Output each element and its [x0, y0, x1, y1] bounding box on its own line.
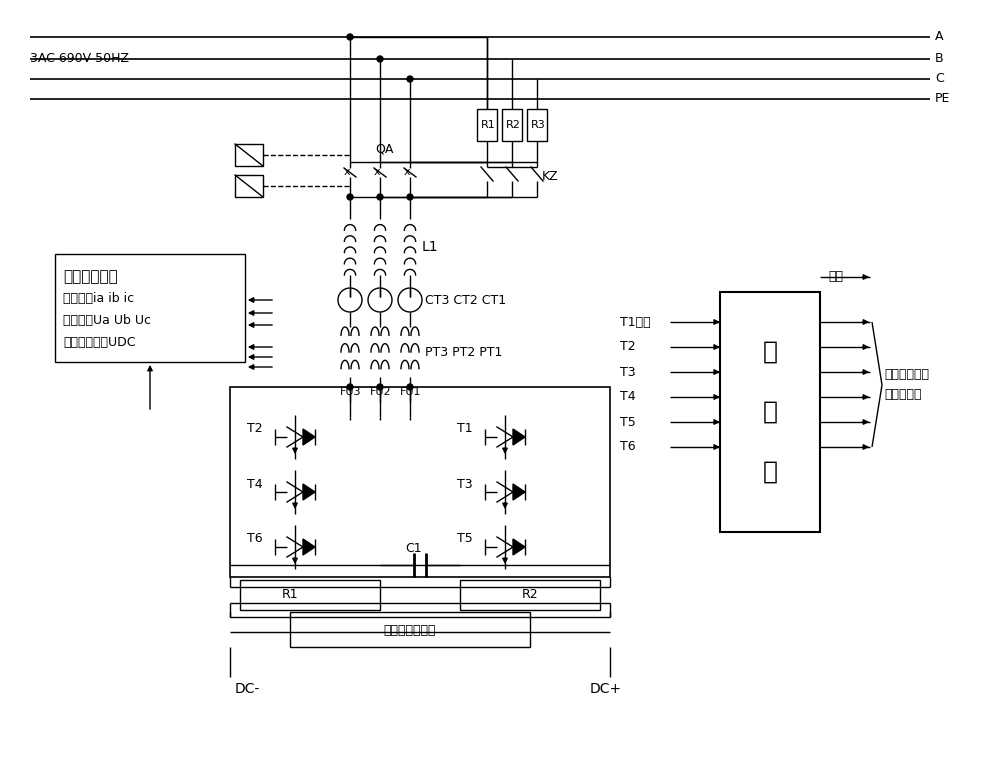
Text: R1: R1 — [282, 588, 298, 601]
Polygon shape — [513, 539, 525, 555]
Text: DC-: DC- — [235, 682, 260, 696]
Text: T5: T5 — [457, 532, 473, 545]
Circle shape — [407, 76, 413, 82]
Bar — [290, 612, 530, 647]
Circle shape — [407, 384, 413, 390]
Text: 3AC 690V 50HZ: 3AC 690V 50HZ — [30, 53, 129, 65]
Circle shape — [377, 194, 383, 200]
Text: T5: T5 — [620, 416, 636, 428]
Text: R2: R2 — [522, 588, 538, 601]
Text: x: x — [344, 167, 350, 177]
Text: T3: T3 — [620, 365, 636, 378]
Bar — [527, 109, 547, 141]
Circle shape — [347, 384, 353, 390]
Polygon shape — [303, 539, 315, 555]
Circle shape — [347, 194, 353, 200]
Text: T1: T1 — [457, 423, 473, 435]
Text: 进线电压Ua Ub Uc: 进线电压Ua Ub Uc — [63, 314, 151, 327]
Text: PE: PE — [935, 92, 950, 106]
Bar — [720, 292, 820, 532]
Text: T1光纤: T1光纤 — [620, 315, 651, 329]
Text: T4: T4 — [620, 391, 636, 403]
Text: T6: T6 — [620, 441, 636, 454]
Text: 直流电压互感器: 直流电压互感器 — [384, 623, 436, 636]
Text: T3: T3 — [457, 478, 473, 490]
Circle shape — [407, 194, 413, 200]
Text: x: x — [374, 167, 380, 177]
Polygon shape — [513, 429, 525, 445]
Bar — [400, 402, 420, 420]
Text: PT3 PT2 PT1: PT3 PT2 PT1 — [425, 346, 502, 358]
Text: 信号采集检测: 信号采集检测 — [63, 269, 118, 284]
Bar — [502, 109, 522, 141]
Text: T6: T6 — [247, 532, 263, 545]
Text: R1: R1 — [481, 120, 496, 130]
Polygon shape — [303, 429, 315, 445]
Text: B: B — [935, 53, 944, 65]
Circle shape — [377, 384, 383, 390]
Text: T4: T4 — [247, 478, 263, 490]
Text: KZ: KZ — [542, 170, 559, 183]
Text: CT3 CT2 CT1: CT3 CT2 CT1 — [425, 294, 506, 306]
Text: 的触发脉冲: 的触发脉冲 — [884, 388, 922, 402]
Text: 进线电流ia ib ic: 进线电流ia ib ic — [63, 292, 134, 305]
Text: FU3: FU3 — [340, 387, 362, 397]
Text: FU2: FU2 — [370, 387, 392, 397]
Text: 板: 板 — [763, 460, 778, 484]
Text: 驱: 驱 — [763, 340, 778, 364]
Text: C1: C1 — [405, 542, 422, 556]
Text: C: C — [935, 72, 944, 85]
Circle shape — [347, 34, 353, 40]
Text: R2: R2 — [506, 120, 521, 130]
Text: 来自控制系统: 来自控制系统 — [884, 368, 929, 382]
Text: 动: 动 — [763, 400, 778, 424]
Bar — [235, 144, 263, 166]
Text: L1: L1 — [422, 240, 439, 254]
Text: DC+: DC+ — [590, 682, 622, 696]
Text: T2: T2 — [247, 423, 263, 435]
Text: R3: R3 — [531, 120, 546, 130]
Text: x: x — [404, 167, 410, 177]
Text: A: A — [935, 30, 944, 44]
Text: T2: T2 — [620, 340, 636, 354]
Circle shape — [377, 56, 383, 62]
Text: 直流母线电压UDC: 直流母线电压UDC — [63, 336, 136, 349]
Bar — [370, 402, 390, 420]
Bar — [235, 175, 263, 197]
Bar — [230, 387, 610, 577]
Text: 光纤: 光纤 — [828, 270, 843, 284]
Polygon shape — [513, 484, 525, 500]
Polygon shape — [303, 484, 315, 500]
Bar — [240, 580, 380, 610]
Text: QA: QA — [375, 142, 393, 155]
Text: FU1: FU1 — [400, 387, 422, 397]
Bar — [477, 109, 497, 141]
Bar — [340, 402, 360, 420]
Bar — [55, 254, 245, 362]
Bar — [460, 580, 600, 610]
